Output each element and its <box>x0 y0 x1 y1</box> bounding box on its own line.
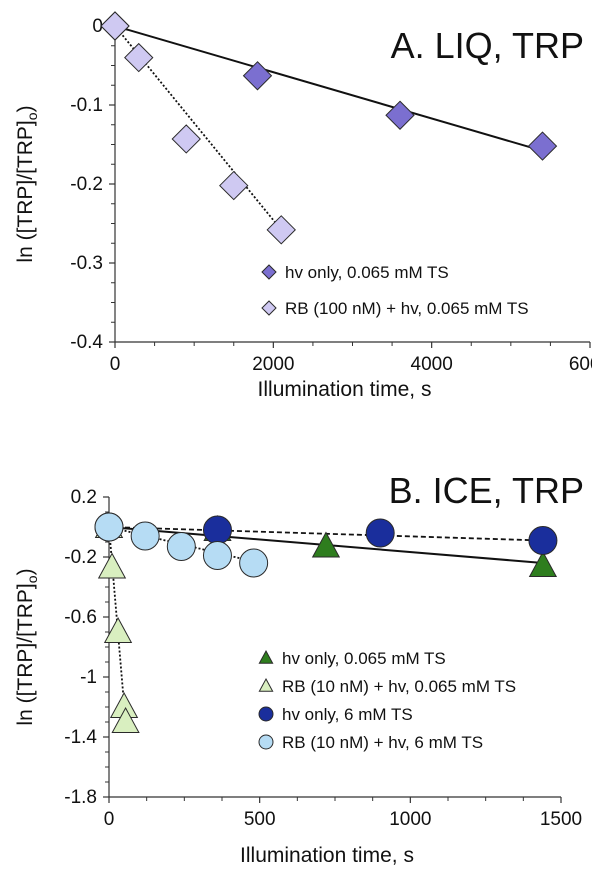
y-tick-label: -0.2 <box>70 174 103 195</box>
legend-marker-series-1 <box>261 264 277 280</box>
legend-marker-series-2 <box>258 677 274 692</box>
y-axis-label: ln ([TRP]/[TRP]o) <box>14 105 40 262</box>
x-tick-label: 0 <box>110 354 121 375</box>
data-point-series-2 <box>219 170 249 201</box>
x-tick-label: 500 <box>244 809 276 830</box>
x-tick-label: 1500 <box>540 809 582 830</box>
y-axis-label-close: ) <box>14 568 37 575</box>
y-tick-label: 0 <box>92 16 103 37</box>
data-point-series-1 <box>311 531 341 558</box>
data-point-series-2 <box>97 552 127 579</box>
data-point-series-4 <box>202 541 232 570</box>
legend-label-series-4: RB (10 nM) + hv, 6 mM TS <box>282 733 483 752</box>
fit-line-series-1 <box>114 25 543 152</box>
data-point-series-2 <box>103 616 133 643</box>
data-point-series-4 <box>239 548 269 578</box>
data-point-series-2 <box>111 706 140 733</box>
legend-label-series-2: RB (10 nM) + hv, 0.065 mM TS <box>282 677 516 696</box>
x-tick-label: 0 <box>104 809 115 830</box>
panel-b: 0.2 -0.2 -0.6 -1 -1.4 -1.8 0 500 1000 1500 B. ICE,… <box>14 470 584 867</box>
data-point-series-1 <box>242 61 273 91</box>
y-tick-label: -1.8 <box>64 787 97 808</box>
y-tick-label: -0.2 <box>64 547 97 568</box>
x-tick-label: 6000 <box>569 354 592 375</box>
legend-marker-series-3 <box>258 706 274 722</box>
y-axis-label-subscript: o <box>24 112 40 120</box>
panel-title: A. LIQ, TRP <box>391 25 584 66</box>
y-tick-label: -0.6 <box>64 607 97 628</box>
legend-marker-series-4 <box>258 734 274 750</box>
data-point-series-3 <box>202 515 232 545</box>
data-point-series-3 <box>528 526 558 555</box>
x-axis-label: Illumination time, s <box>258 378 432 401</box>
x-tick-label: 4000 <box>411 354 453 375</box>
legend-marker-series-1 <box>258 649 274 664</box>
data-point-series-4 <box>166 532 196 561</box>
data-point-series-4 <box>94 512 124 542</box>
data-point-series-4 <box>130 521 160 551</box>
x-tick-label: 2000 <box>252 354 294 375</box>
legend-marker-series-2 <box>261 300 277 316</box>
data-point-series-3 <box>365 518 395 548</box>
y-tick-label: 0.2 <box>71 487 97 508</box>
data-point-series-1 <box>385 100 415 130</box>
legend-label-series-2: RB (100 nM) + hv, 0.065 mM TS <box>285 299 529 318</box>
y-tick-label: -0.4 <box>70 332 103 353</box>
y-axis-label-subscript: o <box>24 575 40 583</box>
data-point-series-1 <box>527 131 558 161</box>
y-axis-label: ln ([TRP]/[TRP]o) <box>14 568 40 725</box>
x-axis-label: Illumination time, s <box>240 844 414 867</box>
y-axis-label-main: ln ([TRP]/[TRP] <box>14 583 37 725</box>
data-point-series-2 <box>100 11 130 41</box>
data-point-series-2 <box>171 124 201 154</box>
y-axis-label-main: ln ([TRP]/[TRP] <box>14 120 37 262</box>
y-axis-label-close: ) <box>14 105 37 112</box>
data-point-series-1 <box>528 550 558 577</box>
data-point-series-2 <box>124 42 154 73</box>
y-tick-label: -0.3 <box>70 253 103 274</box>
panel-title: B. ICE, TRP <box>389 470 584 511</box>
y-tick-label: -0.1 <box>70 95 103 116</box>
legend-label-series-3: hv only, 6 mM TS <box>282 705 413 724</box>
y-tick-label: -1.4 <box>64 727 97 748</box>
x-tick-label: 1000 <box>389 809 431 830</box>
data-point-series-2 <box>266 215 296 245</box>
panel-a: 0 -0.1 -0.2 -0.3 -0.4 0 2000 4000 6000 A. LIQ, TR… <box>14 11 592 401</box>
y-tick-label: -1 <box>80 667 97 688</box>
legend-label-series-1: hv only, 0.065 mM TS <box>282 649 446 668</box>
legend-label-series-1: hv only, 0.065 mM TS <box>285 263 449 282</box>
